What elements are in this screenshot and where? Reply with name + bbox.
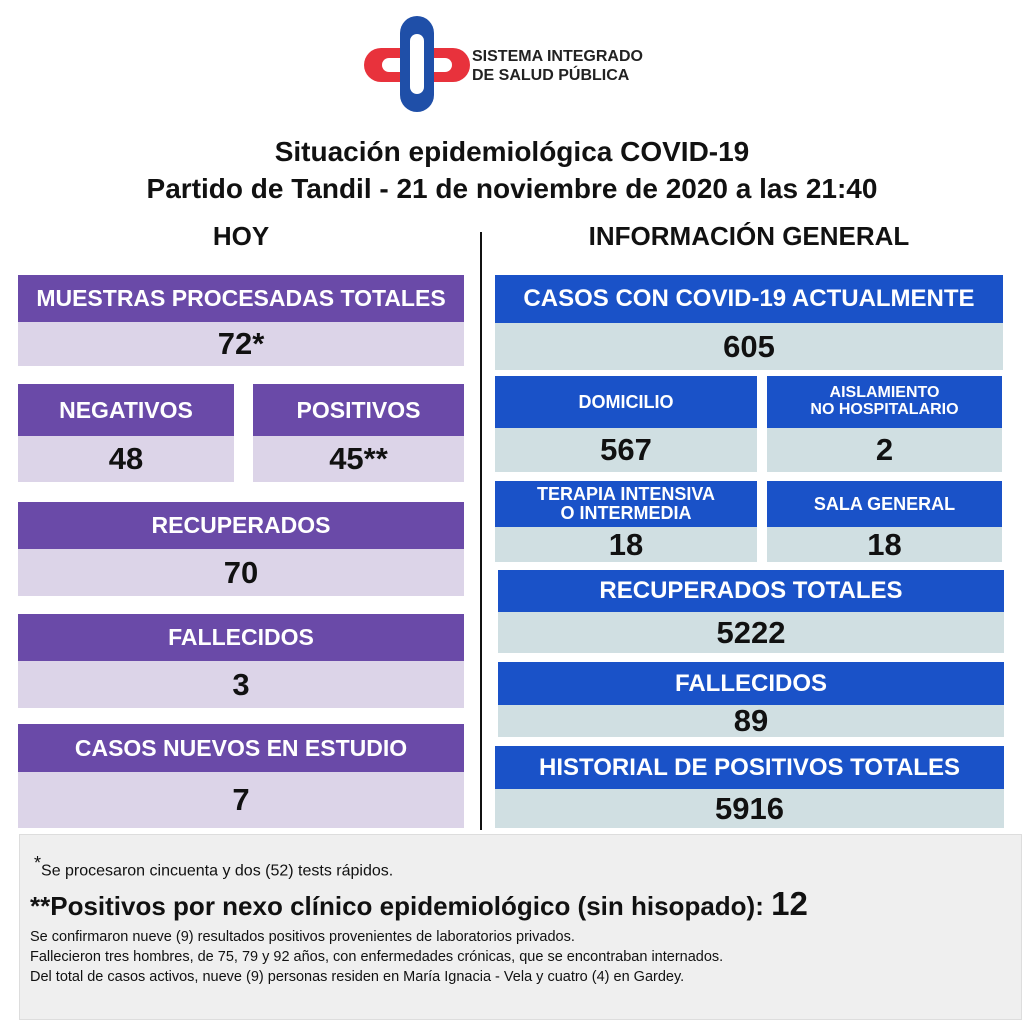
nuevos-value: 7 [18,772,464,828]
aislamiento-label: AISLAMIENTO NO HOSPITALARIO [767,376,1002,428]
general-heading: INFORMACIÓN GENERAL [588,221,910,251]
muestras-label: MUESTRAS PROCESADAS TOTALES [18,275,464,322]
page-title: Situación epidemiológica COVID-19 [274,136,750,167]
aislamiento-label-line1: AISLAMIENTO [829,384,940,402]
hoy-heading: HOY [212,221,270,251]
domicilio-value: 567 [495,428,757,472]
nexo-label: **Positivos por nexo clínico epidemiológ… [30,891,764,921]
negativos-label: NEGATIVOS [18,384,234,436]
historial-value: 5916 [495,789,1004,828]
nuevos-label: CASOS NUEVOS EN ESTUDIO [18,724,464,772]
recuperados-totales-label: RECUPERADOS TOTALES [498,570,1004,612]
sala-value: 18 [767,527,1002,562]
terapia-value: 18 [495,527,757,562]
column-divider [480,232,482,830]
domicilio-label: DOMICILIO [495,376,757,428]
notes-lines: Se confirmaron nueve (9) resultados posi… [30,927,723,987]
recuperados-value: 70 [18,549,464,596]
historial-label: HISTORIAL DE POSITIVOS TOTALES [495,746,1004,789]
positivos-label: POSITIVOS [253,384,464,436]
activos-value: 605 [495,323,1003,370]
sala-label: SALA GENERAL [767,481,1002,527]
logo-line1: SISTEMA INTEGRADO [472,48,643,65]
aislamiento-value: 2 [767,428,1002,472]
fallecidos-value: 3 [18,661,464,708]
page-subtitle: Partido de Tandil - 21 de noviembre de 2… [146,173,878,204]
recuperados-totales-value: 5222 [498,612,1004,653]
note-line: Fallecieron tres hombres, de 75, 79 y 92… [30,949,724,965]
asterisk: * [34,853,42,873]
note-line: Del total de casos activos, nueve (9) pe… [30,969,685,985]
terapia-label: TERAPIA INTENSIVA O INTERMEDIA [495,481,757,527]
logo-icon [364,16,470,112]
negativos-value: 48 [18,436,234,482]
aislamiento-label-line2: NO HOSPITALARIO [810,401,959,418]
logo [362,14,472,114]
rapidos-note: *Se procesaron cincuenta y dos (52) test… [34,853,393,880]
nexo-value: 12 [771,885,808,922]
activos-label: CASOS CON COVID-19 ACTUALMENTE [495,275,1003,323]
fallecidos-totales-value: 89 [498,703,1004,738]
positivos-value: 45** [253,436,464,482]
note-line: Se confirmaron nueve (9) resultados posi… [30,929,575,945]
notes-panel: *Se procesaron cincuenta y dos (52) test… [19,834,1022,1020]
nexo-note: **Positivos por nexo clínico epidemiológ… [30,885,808,923]
fallecidos-totales-label: FALLECIDOS [498,662,1004,705]
terapia-label-line1: TERAPIA INTENSIVA [536,484,715,505]
logo-text: SISTEMA INTEGRADO DE SALUD PÚBLICA [472,47,643,85]
recuperados-label: RECUPERADOS [18,502,464,549]
terapia-label-line2: O INTERMEDIA [560,503,692,523]
logo-line2: DE SALUD PÚBLICA [472,67,630,84]
muestras-value: 72* [18,322,464,366]
fallecidos-label: FALLECIDOS [18,614,464,661]
rapidos-text: Se procesaron cincuenta y dos (52) tests… [41,862,394,880]
